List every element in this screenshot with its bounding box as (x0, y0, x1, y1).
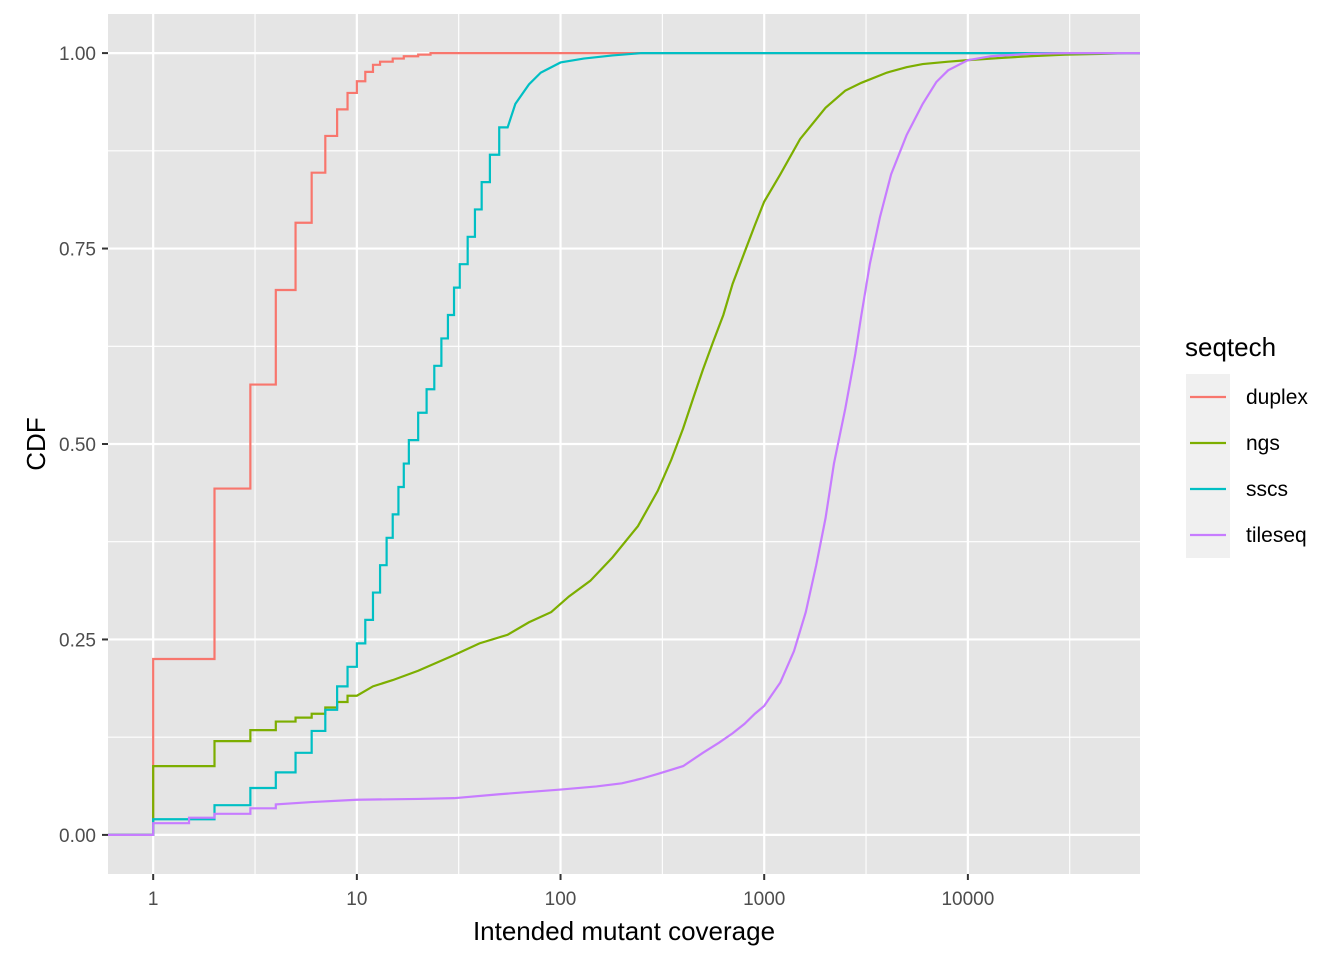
x-axis: 1 10 100 1000 10000 (148, 874, 994, 910)
legend: seqtech duplex ngs sscs tileseq (1185, 332, 1308, 558)
series-line-duplex (108, 51, 1140, 837)
series-layer (108, 51, 1140, 837)
series-line-sscs (108, 51, 1140, 837)
x-tick-label: 10 (346, 889, 367, 910)
legend-label-ngs: ngs (1246, 432, 1280, 455)
legend-label-sscs: sscs (1246, 478, 1288, 501)
legend-label-tileseq: tileseq (1246, 524, 1307, 547)
series-line-ngs (108, 51, 1140, 837)
y-tick-label: 1.00 (59, 44, 96, 65)
y-axis-title: CDF (21, 417, 51, 470)
y-tick-label: 0.75 (59, 240, 96, 261)
y-axis: 0.00 0.25 0.50 0.75 1.00 (59, 44, 108, 847)
legend-title: seqtech (1185, 332, 1276, 362)
x-tick-label: 1000 (743, 889, 785, 910)
y-tick-label: 0.00 (59, 826, 96, 847)
x-tick-label: 1 (148, 889, 159, 910)
y-tick-label: 0.25 (59, 630, 96, 651)
legend-label-duplex: duplex (1246, 386, 1308, 409)
x-tick-label: 100 (545, 889, 577, 910)
y-tick-label: 0.50 (59, 435, 96, 456)
series-line-tileseq (108, 51, 1140, 837)
x-axis-title: Intended mutant coverage (473, 916, 775, 946)
x-tick-label: 10000 (941, 889, 994, 910)
